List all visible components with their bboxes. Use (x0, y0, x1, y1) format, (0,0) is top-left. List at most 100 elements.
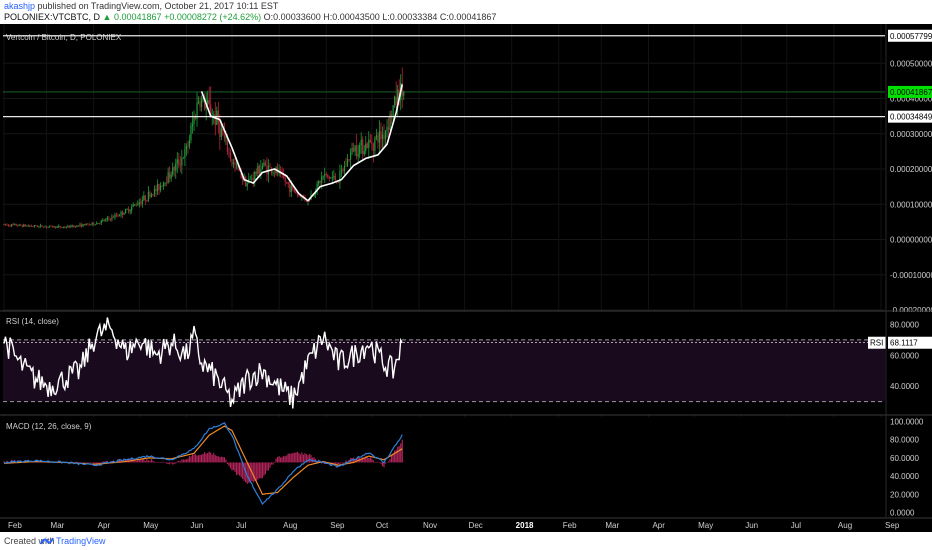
candle-body (325, 174, 327, 175)
chart-canvas[interactable]: 0.00050000 0.00040000 0.00030000 0.00020000… (0, 24, 932, 532)
macd-histogram-bar (257, 462, 259, 480)
macd-histogram-bar (93, 462, 95, 465)
candle-body (366, 143, 368, 149)
macd-histogram-bar (242, 462, 244, 479)
candle-body (173, 167, 175, 171)
candle-body (191, 123, 194, 127)
candle-body (333, 175, 335, 178)
macd-histogram-bar (365, 456, 367, 463)
candle-body (71, 225, 73, 227)
macd-histogram-bar (179, 461, 181, 463)
time-tick-label: Feb (563, 521, 577, 530)
candle-body (153, 188, 156, 195)
macd-line (3, 422, 403, 506)
macd-histogram-bar (401, 439, 403, 463)
macd-histogram-bar (146, 458, 148, 463)
macd-histogram-bar (387, 461, 390, 463)
macd-histogram-bar (263, 462, 265, 476)
candle-body (246, 183, 248, 187)
candle-body (73, 226, 75, 227)
candle-body (24, 224, 26, 227)
macd-histogram-bar (339, 462, 341, 465)
candle-body (378, 131, 381, 143)
macd-histogram-bar (164, 462, 166, 463)
macd-histogram-bar (161, 461, 163, 463)
macd-histogram-bar (169, 462, 171, 465)
macd-histogram-bar (79, 462, 81, 463)
macd-histogram-bar (135, 460, 137, 463)
candle-body (229, 152, 232, 160)
candle-body (257, 165, 259, 174)
candle-body (210, 104, 212, 118)
macd-histogram-bar (252, 462, 254, 483)
candle-body (372, 144, 374, 151)
candle-body (264, 162, 267, 166)
macd-histogram-bar (342, 462, 344, 464)
candle-body (324, 174, 326, 176)
candle-body (225, 137, 227, 139)
candle-body (392, 105, 394, 117)
candle-body (202, 97, 204, 100)
rsi-band-fill (3, 339, 885, 402)
candle-body (83, 223, 86, 226)
macd-histogram-bar (264, 462, 267, 475)
ohlc-values: O:0.00033600 H:0.00043500 L:0.00033384 C… (263, 12, 497, 22)
chart-area[interactable]: 0.00050000 0.00040000 0.00030000 0.00020000… (0, 24, 932, 532)
candle-body (82, 223, 84, 227)
candle-body (126, 209, 128, 210)
candle-body (99, 223, 101, 224)
candle-body (38, 226, 40, 228)
macd-histogram-bar (313, 457, 315, 463)
candle-body (345, 165, 347, 167)
candle-body (220, 128, 222, 138)
candle-body (316, 183, 318, 193)
author-link[interactable]: akashjp (4, 1, 36, 11)
candle-body (121, 211, 124, 215)
macd-histogram-bar (120, 459, 122, 463)
macd-histogram-bar (372, 460, 374, 463)
candle-body (330, 177, 332, 179)
candle-body (137, 204, 139, 206)
macd-histogram-bar (398, 445, 400, 463)
rsi-line (3, 317, 403, 409)
candle-body (381, 134, 384, 140)
candle-body (12, 224, 14, 225)
candle-body (403, 91, 405, 96)
candle-body (79, 224, 81, 226)
tradingview-brand[interactable]: TradingView (56, 536, 106, 546)
time-tick-label: Mar (51, 521, 65, 530)
macd-histogram-bar (391, 455, 393, 463)
macd-histogram-bar (280, 457, 282, 463)
macd-histogram-bar (281, 457, 283, 463)
candle-body (337, 181, 339, 183)
candle-body (18, 224, 20, 226)
candle-body (292, 185, 294, 189)
candle-body (175, 163, 177, 171)
candle-body (374, 137, 376, 151)
candle-body (90, 224, 92, 226)
published-text: published on TradingView.com, October 21… (37, 1, 279, 11)
candle-body (204, 97, 206, 109)
macd-histogram-bar (210, 452, 212, 463)
macd-tick-label: 40.0000 (890, 472, 919, 481)
macd-histogram-bar (248, 462, 250, 483)
macd-histogram-bar (290, 453, 292, 463)
candle-body (321, 176, 323, 183)
macd-histogram-bar (380, 462, 382, 464)
macd-histogram-bar (292, 452, 294, 463)
rsi-tag-bg (868, 336, 886, 349)
candle-body (349, 152, 352, 160)
macd-histogram-bar (97, 462, 99, 464)
candle-body (387, 127, 390, 130)
candle-body (94, 224, 96, 226)
macd-histogram-bar (363, 457, 365, 463)
macd-histogram-bar (80, 462, 83, 463)
candle-body (254, 171, 256, 180)
candle-body (85, 223, 87, 226)
candle-body (197, 101, 200, 103)
candle-body (255, 171, 257, 174)
macd-histogram-bar (228, 462, 230, 467)
macd-histogram-bar (357, 456, 359, 463)
candle-body (289, 184, 291, 192)
macd-histogram-bar (366, 457, 368, 463)
